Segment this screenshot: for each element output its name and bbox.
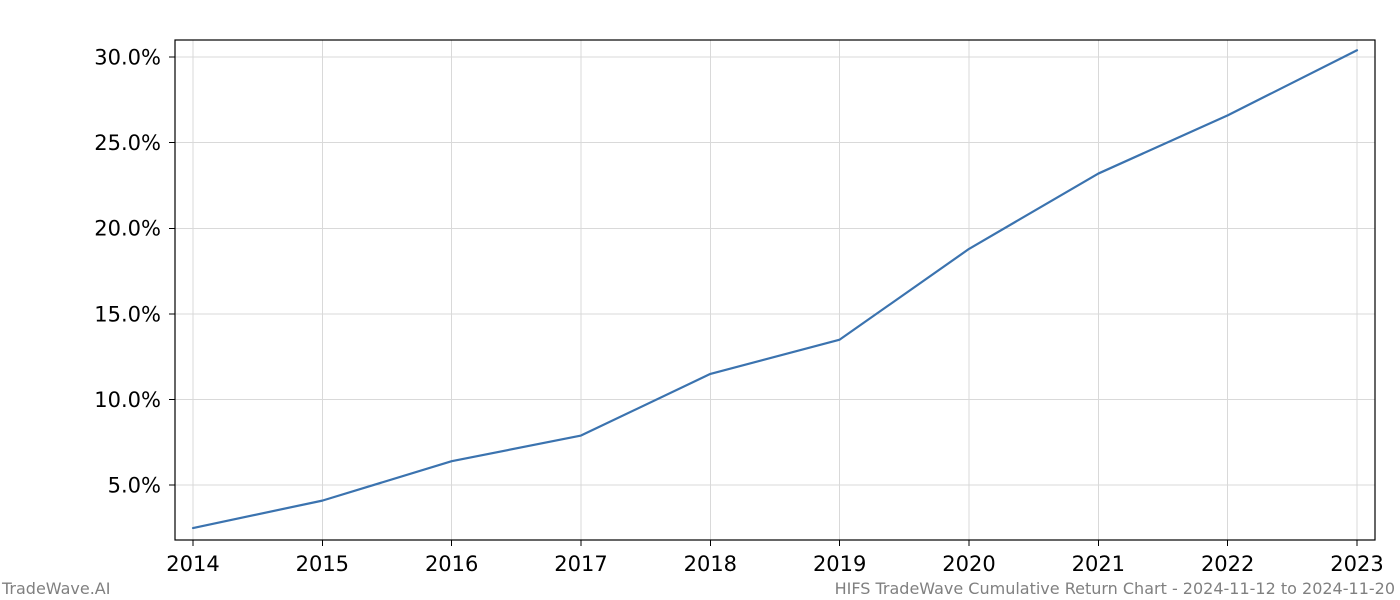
x-tick-label: 2014 [166, 552, 219, 576]
line-chart: 2014 2015 2016 2017 2018 2019 2020 2021 2022 2023… [0, 0, 1400, 600]
y-tick-label: 30.0% [94, 45, 161, 69]
chart-container: 2014 2015 2016 2017 2018 2019 2020 2021 2022 2023… [0, 0, 1400, 600]
y-tick-label: 10.0% [94, 388, 161, 412]
y-tick-label: 5.0% [108, 474, 161, 498]
x-tick-label: 2020 [942, 552, 995, 576]
y-tick-label: 15.0% [94, 302, 161, 326]
y-tick-label: 20.0% [94, 217, 161, 241]
x-tick-label: 2023 [1330, 552, 1383, 576]
watermark-right: HIFS TradeWave Cumulative Return Chart -… [835, 579, 1395, 598]
plot-border [175, 40, 1375, 540]
data-line [193, 50, 1357, 528]
x-tick-label: 2015 [296, 552, 349, 576]
x-tick-label: 2021 [1072, 552, 1125, 576]
x-tick-label: 2016 [425, 552, 478, 576]
watermark-left: TradeWave.AI [2, 579, 110, 598]
x-tick-label: 2018 [684, 552, 737, 576]
y-tick-label: 25.0% [94, 131, 161, 155]
x-tick-label: 2022 [1201, 552, 1254, 576]
x-tick-label: 2017 [554, 552, 607, 576]
x-tick-label: 2019 [813, 552, 866, 576]
